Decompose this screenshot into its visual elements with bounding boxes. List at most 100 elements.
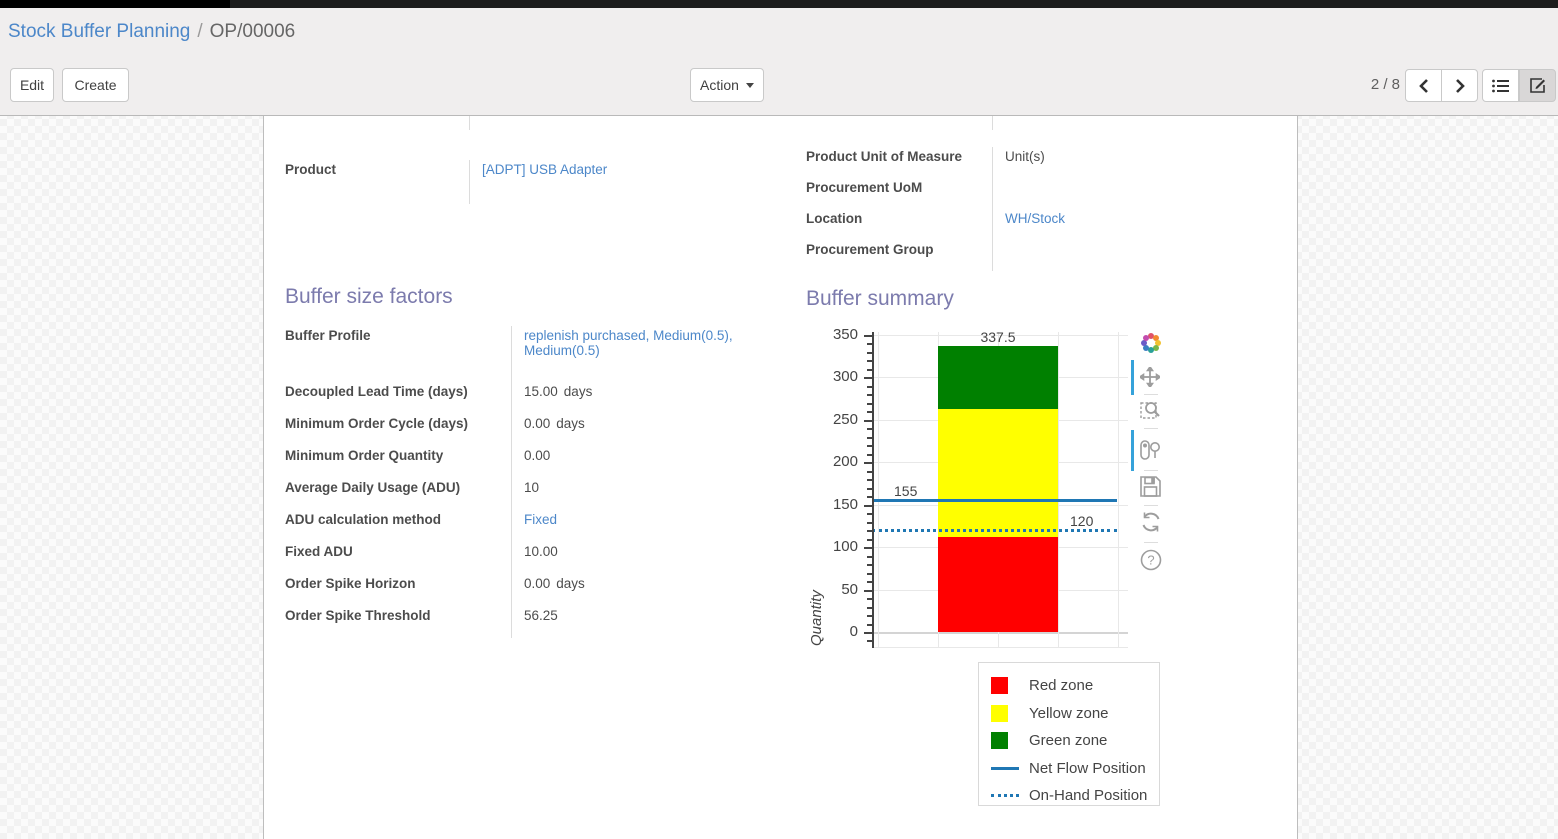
legend-item-green-zone[interactable]: Green zone bbox=[991, 727, 1159, 755]
pager-next-button[interactable] bbox=[1441, 69, 1478, 102]
zone-value-label: 337.5 bbox=[980, 328, 1016, 345]
y-tick-label: 150 bbox=[832, 495, 858, 513]
zone-bar-red-zone bbox=[938, 536, 1058, 632]
field-label: Location bbox=[806, 209, 993, 240]
line-value-label: 120 bbox=[1070, 513, 1094, 530]
buffer-profile-link[interactable]: replenish purchased, Medium(0.5), Medium… bbox=[524, 328, 733, 358]
y-tick-major bbox=[864, 504, 872, 507]
reset-axes-icon[interactable] bbox=[1140, 511, 1162, 533]
gridline-h bbox=[872, 335, 1128, 336]
on-hand-position-line bbox=[872, 529, 1117, 533]
gridline-v bbox=[1058, 332, 1059, 648]
form-view-button[interactable] bbox=[1519, 69, 1556, 102]
box-zoom-icon[interactable] bbox=[1140, 399, 1162, 421]
zone-bar-yellow-zone bbox=[938, 409, 1058, 537]
y-tick-major bbox=[864, 547, 872, 550]
field-row-uom: Product Unit of Measure Unit(s) bbox=[806, 147, 1298, 178]
y-tick-label: 50 bbox=[841, 580, 858, 598]
legend-item-yellow-zone[interactable]: Yellow zone bbox=[991, 700, 1159, 728]
location-link[interactable]: WH/Stock bbox=[1005, 211, 1066, 226]
y-axis-line bbox=[872, 332, 874, 648]
y-tick-minor bbox=[867, 581, 872, 584]
legend-item-net-flow-position[interactable]: Net Flow Position bbox=[991, 755, 1159, 783]
field-row-fixed-adu: Fixed ADU 10.00 bbox=[285, 542, 790, 574]
y-tick-minor bbox=[867, 343, 872, 346]
save-icon[interactable] bbox=[1140, 476, 1162, 498]
action-dropdown-button[interactable]: Action bbox=[690, 68, 764, 102]
breadcrumb-parent-link[interactable]: Stock Buffer Planning bbox=[8, 21, 191, 42]
field-label: Product Unit of Measure bbox=[806, 147, 993, 178]
field-row-buffer-profile: Buffer Profile replenish purchased, Medi… bbox=[285, 326, 790, 382]
y-tick-major bbox=[864, 632, 872, 634]
y-tick-minor bbox=[867, 479, 872, 482]
legend-item-on-hand-position[interactable]: On-Hand Position bbox=[991, 782, 1159, 810]
legend-label: On-Hand Position bbox=[1029, 787, 1148, 805]
chevron-left-icon bbox=[1418, 78, 1428, 93]
y-tick-minor bbox=[867, 436, 872, 439]
plotly-logo-icon[interactable] bbox=[1140, 332, 1162, 354]
legend-label: Green zone bbox=[1029, 732, 1108, 750]
line-value-label: 155 bbox=[894, 483, 918, 500]
y-tick-major bbox=[864, 335, 872, 337]
scroll-zoom-icon[interactable] bbox=[1140, 439, 1162, 461]
create-button[interactable]: Create bbox=[62, 68, 129, 102]
modebar-active-indicator bbox=[1131, 430, 1134, 471]
chart-legend: Red zone Yellow zone Green zone Net Flow Po… bbox=[978, 662, 1160, 806]
field-label: Procurement Group bbox=[806, 240, 993, 271]
pager-previous-button[interactable] bbox=[1405, 69, 1442, 102]
field-row-procurement-group: Procurement Group bbox=[806, 240, 1298, 271]
y-tick-label: 250 bbox=[832, 410, 858, 428]
field-value bbox=[993, 240, 1005, 271]
gridline-v bbox=[878, 332, 879, 648]
field-row-adu: Average Daily Usage (ADU) 10 bbox=[285, 478, 790, 510]
pan-icon[interactable] bbox=[1138, 365, 1162, 389]
y-tick-minor bbox=[867, 453, 872, 456]
field-row-location: Location WH/Stock bbox=[806, 209, 1298, 240]
field-value bbox=[993, 178, 1005, 209]
plot-bottom-border bbox=[872, 647, 1128, 648]
y-tick-minor bbox=[867, 598, 872, 601]
breadcrumb-current: OP/00006 bbox=[209, 21, 296, 42]
y-tick-major bbox=[864, 377, 872, 380]
zone-bar-green-zone bbox=[938, 345, 1058, 410]
legend-label: Yellow zone bbox=[1029, 704, 1109, 722]
y-tick-minor bbox=[867, 402, 872, 405]
y-tick-minor bbox=[867, 394, 872, 397]
y-tick-minor bbox=[867, 411, 872, 414]
y-tick-minor bbox=[867, 538, 872, 541]
square-swatch-icon bbox=[991, 732, 1021, 750]
square-swatch-icon bbox=[991, 677, 1021, 695]
list-view-button[interactable] bbox=[1482, 69, 1519, 102]
help-icon[interactable]: ? bbox=[1140, 549, 1162, 571]
action-label: Action bbox=[700, 77, 739, 93]
form-sheet: Product [ADPT] USB Adapter Product Unit … bbox=[263, 116, 1298, 839]
y-tick-minor bbox=[867, 385, 872, 388]
y-tick-minor bbox=[867, 615, 872, 618]
gridline-h bbox=[872, 632, 1128, 634]
y-tick-minor bbox=[867, 521, 872, 524]
product-link[interactable]: [ADPT] USB Adapter bbox=[482, 162, 608, 177]
field-label: Procurement UoM bbox=[806, 178, 993, 209]
y-tick-minor bbox=[867, 623, 872, 626]
y-tick-label: 200 bbox=[832, 453, 858, 471]
y-tick-label: 0 bbox=[849, 623, 858, 640]
adu-method-link[interactable]: Fixed bbox=[524, 512, 558, 527]
y-tick-label: 350 bbox=[832, 326, 858, 343]
y-tick-minor bbox=[867, 428, 872, 431]
navbar-segment bbox=[0, 0, 230, 8]
gridline-v bbox=[1118, 332, 1119, 648]
y-tick-major bbox=[864, 419, 872, 422]
edit-form-icon bbox=[1529, 78, 1545, 93]
field-row-moq: Minimum Order Quantity 0.00 bbox=[285, 446, 790, 478]
y-tick-minor bbox=[867, 606, 872, 609]
y-tick-major bbox=[864, 462, 872, 465]
y-tick-label: 100 bbox=[832, 538, 858, 556]
edit-button[interactable]: Edit bbox=[10, 68, 54, 102]
y-tick-label: 300 bbox=[832, 368, 858, 386]
chevron-down-icon bbox=[745, 82, 754, 88]
y-tick-minor bbox=[867, 368, 872, 371]
legend-item-red-zone[interactable]: Red zone bbox=[991, 672, 1159, 700]
